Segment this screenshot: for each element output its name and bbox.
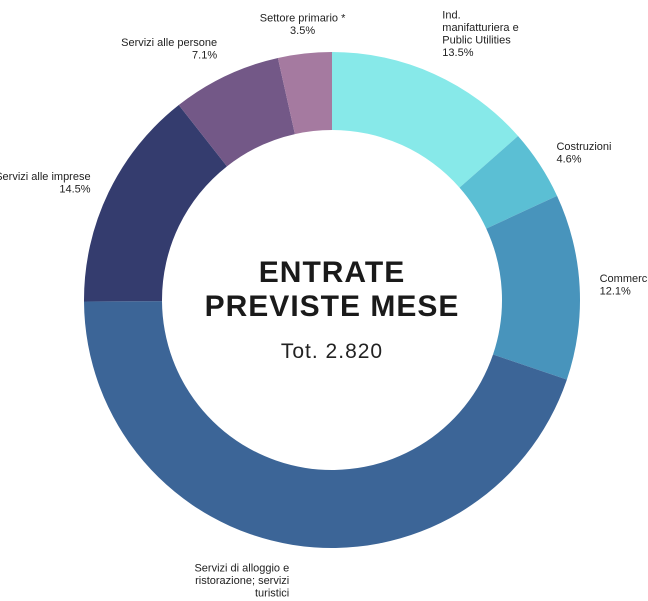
slice-label: Servizi alle persone xyxy=(121,37,217,49)
chart-subtitle: Tot. 2.820 xyxy=(281,340,383,363)
donut-slice xyxy=(178,57,295,167)
slice-value-label: 13.5% xyxy=(442,47,473,59)
donut-slice xyxy=(277,52,332,135)
donut-slice xyxy=(84,301,567,548)
slice-value-label: 3.5% xyxy=(290,25,315,37)
donut-slice xyxy=(84,105,227,302)
slice-value-label: 14.5% xyxy=(59,184,90,196)
slice-label: Commercio xyxy=(600,273,648,285)
donut-slice xyxy=(459,135,558,229)
slice-value-label: 4.6% xyxy=(556,154,581,166)
slice-value-label: 12.1% xyxy=(600,286,631,298)
donut-slice xyxy=(332,52,519,188)
slice-label: Settore primario * xyxy=(260,13,346,25)
slice-label: Servizi di alloggio e ristorazione; servi… xyxy=(194,563,289,600)
slice-label: Costruzioni xyxy=(556,141,611,153)
slice-value-label: 7.1% xyxy=(192,49,217,61)
slice-label: Servizi alle imprese xyxy=(0,171,91,183)
chart-title: ENTRATE PREVISTE MESE xyxy=(205,256,460,323)
donut-slice xyxy=(486,195,581,380)
slice-label: Ind. manifatturiera e Public Utilities xyxy=(442,10,518,47)
